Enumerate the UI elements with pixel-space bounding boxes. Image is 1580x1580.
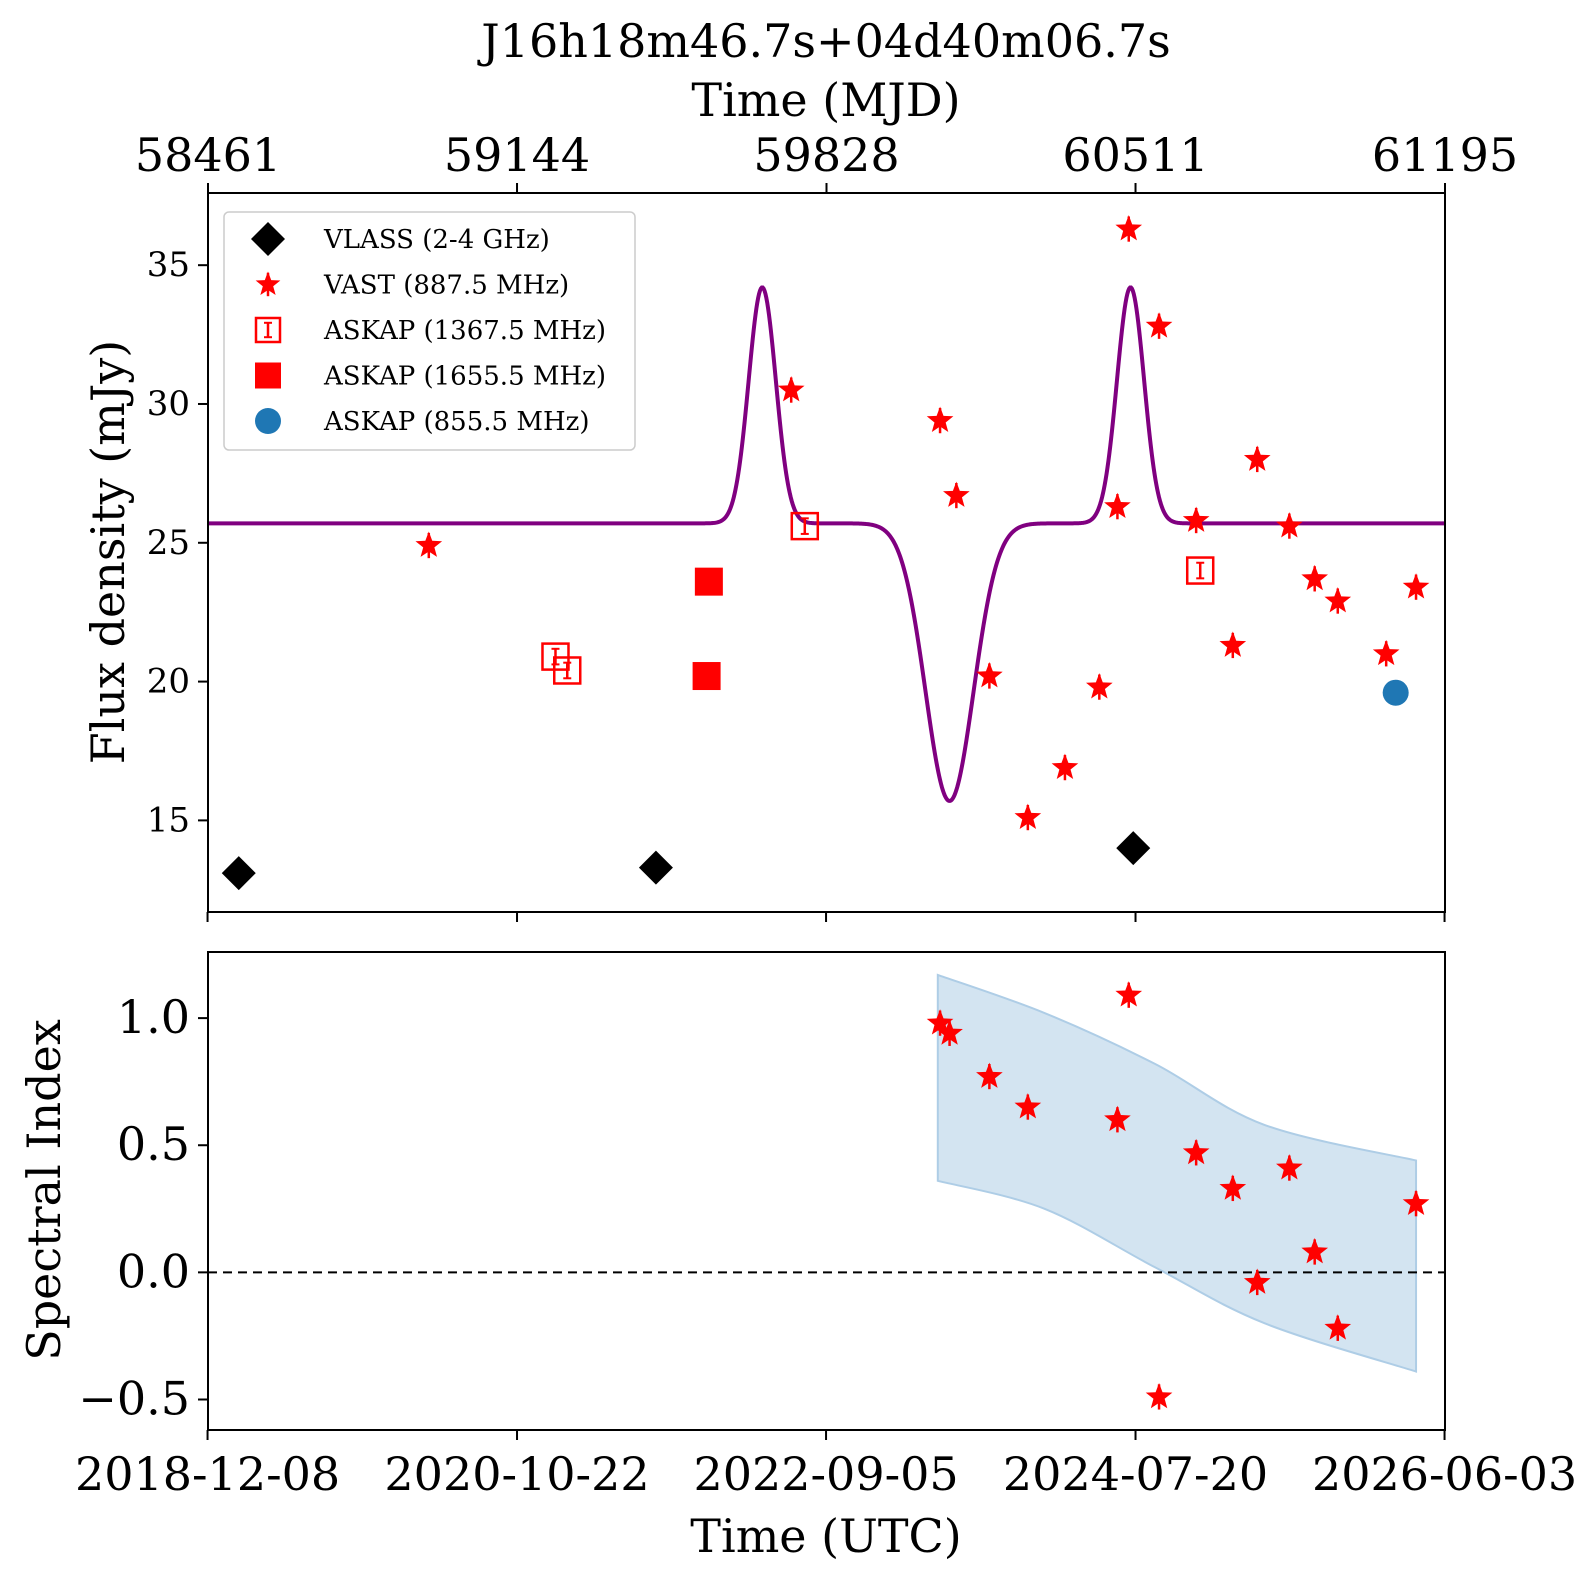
bottom-y-axis-label: Spectral Index — [17, 1019, 71, 1361]
top-x-tick-label: 58461 — [135, 128, 281, 182]
data-point — [1145, 312, 1173, 338]
bottom-x-axis-label: Time (UTC) — [690, 1509, 961, 1563]
uncertainty-band — [936, 973, 1418, 1373]
data-point — [1324, 1314, 1352, 1340]
series-askap-1655-5-mhz — [692, 567, 723, 691]
data-point — [976, 1062, 1003, 1088]
chart-title: J16h18m46.7s+04d40m06.7s — [477, 14, 1170, 68]
data-point — [1185, 556, 1215, 585]
legend-label: VAST (887.5 MHz) — [323, 271, 569, 301]
data-point — [1116, 831, 1151, 866]
data-point — [221, 856, 256, 891]
data-point — [1276, 1154, 1303, 1180]
data-point — [926, 1009, 954, 1035]
top-y-tick-label: 20 — [147, 662, 190, 702]
bottom-y-tick-label: 0.5 — [117, 1117, 190, 1171]
legend-marker — [254, 316, 282, 344]
spectral-index-panel: 2018-12-08 2020-10-22 2022-09-05 2024-07-20… — [17, 951, 1577, 1563]
data-point — [1115, 215, 1143, 241]
data-point — [1243, 445, 1271, 471]
data-point — [1402, 1189, 1430, 1216]
data-point — [926, 406, 954, 432]
top-y-tick-label: 15 — [147, 800, 190, 840]
bottom-x-tick-label: 2018-12-08 — [75, 1447, 340, 1501]
data-point — [692, 662, 721, 691]
data-point — [1324, 587, 1352, 613]
data-point — [936, 1019, 963, 1045]
bottom-x-tick-label: 2026-06-03 — [1312, 1447, 1577, 1501]
data-point — [1051, 753, 1079, 779]
legend-entry: VAST (887.5 MHz) — [255, 271, 569, 301]
data-point — [1115, 981, 1143, 1007]
bottom-y-tick-label: −0.5 — [78, 1371, 190, 1425]
data-point — [1372, 639, 1400, 666]
legend-label: ASKAP (1367.5 MHz) — [323, 316, 606, 346]
legend-entry: ASKAP (1655.5 MHz) — [255, 362, 606, 392]
legend-label: ASKAP (1655.5 MHz) — [323, 362, 606, 392]
data-point — [1219, 631, 1247, 657]
top-x-axis-label: Time (MJD) — [691, 73, 960, 127]
data-point — [1014, 1093, 1042, 1119]
data-point — [1104, 1105, 1131, 1132]
legend-label: ASKAP (855.5 MHz) — [323, 407, 589, 437]
data-point — [1276, 512, 1303, 538]
series-askap-855-5-mhz — [1382, 679, 1409, 706]
top-x-tick-label: 60511 — [1062, 128, 1208, 182]
data-point — [1402, 573, 1430, 599]
data-point — [1086, 673, 1113, 699]
legend-marker — [255, 271, 281, 296]
data-point — [1301, 564, 1329, 591]
top-x-tick-label: 61195 — [1372, 128, 1518, 182]
data-point — [1243, 1268, 1271, 1294]
data-point — [694, 567, 723, 596]
legend-entry: VLASS (2-4 GHz) — [251, 222, 550, 256]
data-point — [777, 376, 805, 402]
series-askap-1367-5-mhz — [541, 511, 1215, 685]
top-y-axis-label: Flux density (mJy) — [81, 340, 135, 764]
top-y-tick-label: 35 — [147, 245, 190, 285]
bottom-y-tick-label: 0.0 — [117, 1244, 190, 1298]
series-vast-887-5-mhz — [415, 215, 1430, 831]
flux-density-panel: 58461 59144 59828 60511 61195 15 20 25 30 35 J16h… — [81, 14, 1518, 922]
top-y-tick-label: 30 — [147, 384, 190, 424]
bottom-x-tick-label: 2024-07-20 — [1003, 1447, 1268, 1501]
data-point — [1104, 492, 1131, 519]
legend-marker — [251, 222, 285, 256]
top-x-tick-label: 59828 — [753, 128, 899, 182]
top-x-tick-label: 59144 — [444, 128, 590, 182]
data-point — [1182, 506, 1210, 532]
top-y-tick-label: 25 — [147, 523, 190, 563]
legend-marker — [255, 408, 281, 434]
series-spectral-index — [926, 981, 1430, 1410]
data-point — [790, 511, 820, 541]
data-point — [1301, 1238, 1329, 1264]
legend-frame — [223, 211, 636, 451]
bottom-y-tick-label: 1.0 — [117, 990, 190, 1044]
data-point — [1219, 1174, 1247, 1200]
legend: VLASS (2-4 GHz) VAST (887.5 MHz) ASKAP (13… — [223, 211, 636, 451]
legend-entry: ASKAP (1367.5 MHz) — [254, 316, 606, 346]
data-point — [638, 850, 673, 885]
data-point — [943, 481, 970, 507]
data-point — [1014, 803, 1042, 829]
series-vlass-2-4-ghz — [221, 831, 1151, 891]
data-point — [976, 662, 1003, 688]
data-point — [552, 656, 582, 685]
legend-label: VLASS (2-4 GHz) — [323, 225, 550, 255]
legend-marker — [255, 362, 281, 389]
bottom-x-tick-label: 2020-10-22 — [384, 1447, 649, 1501]
data-point — [1182, 1138, 1210, 1165]
bottom-x-tick-label: 2022-09-05 — [693, 1447, 958, 1501]
legend-entry: ASKAP (855.5 MHz) — [255, 407, 589, 437]
data-point — [1382, 679, 1409, 706]
data-point — [415, 531, 443, 557]
data-point — [1145, 1382, 1173, 1409]
model-curve — [208, 285, 1445, 803]
